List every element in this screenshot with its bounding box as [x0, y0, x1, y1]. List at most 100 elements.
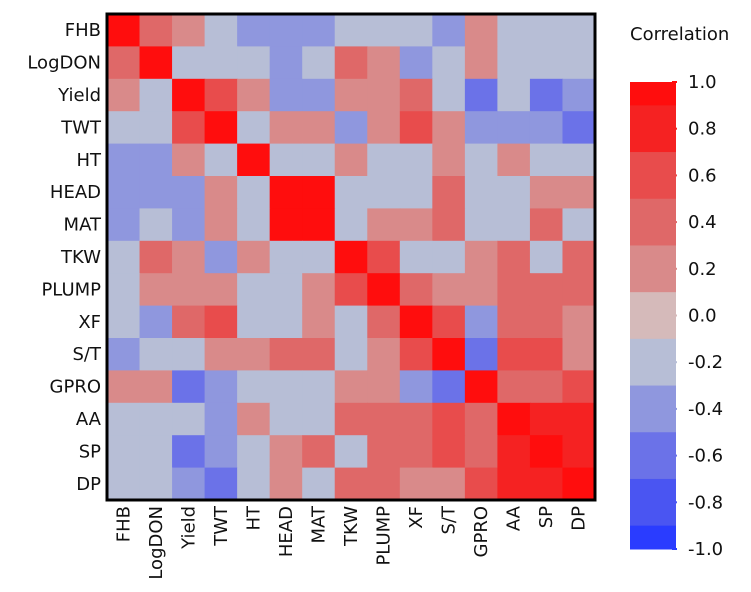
heatmap-cell-LogDON-HT [237, 46, 271, 80]
heatmap-cell-FHB-FHB [107, 14, 141, 47]
heatmap-cell-XF-XF [399, 305, 433, 339]
heatmap-cell-PLUMP-XF [399, 273, 433, 307]
heatmap-cell-SP-GPRO [464, 435, 498, 469]
colorbar-segment [630, 245, 676, 293]
heatmap-cell-MAT-AA [497, 208, 531, 242]
heatmap-cell-GPRO-TWT [204, 370, 238, 404]
heatmap-cells [107, 14, 596, 501]
heatmap-cell-AA-PLUMP [367, 402, 401, 436]
heatmap-cell-FHB-MAT [302, 14, 336, 47]
heatmap-cell-HEAD-MAT [302, 176, 336, 209]
heatmap-cell-HEAD-HEAD [269, 176, 303, 209]
heatmap-cell-XF-DP [562, 305, 596, 339]
heatmap-cell-GPRO-MAT [302, 370, 336, 404]
heatmap-cell-MAT-DP [562, 208, 596, 242]
heatmap-cell-AA-LogDON [139, 402, 173, 436]
heatmap-cell-GPRO-HEAD [269, 370, 303, 404]
y-tick-label: MAT [64, 215, 102, 236]
heatmap-cell-SP-LogDON [139, 435, 173, 469]
plot-frame [105, 12, 597, 502]
y-axis-tick-labels: FHB LogDON Yield TWT HT HEAD MAT TKW PLUMP XF S/T G… [27, 20, 102, 495]
heatmap-cell-PLUMP-FHB [107, 273, 141, 307]
heatmap-cell-PLUMP-TWT [204, 273, 238, 307]
heatmap-cell-TKW-HEAD [269, 240, 303, 274]
heatmap-cell-FHB-AA [497, 14, 531, 47]
heatmap-cell-GPRO-TKW [334, 370, 368, 404]
heatmap-cell-S/T-MAT [302, 338, 336, 371]
heatmap-cell-HEAD-TKW [334, 176, 368, 209]
heatmap-cell-TWT-LogDON [139, 111, 173, 145]
colorbar-segment [630, 525, 676, 550]
heatmap-cell-HT-PLUMP [367, 143, 401, 177]
heatmap-cell-MAT-HEAD [269, 208, 303, 242]
y-tick-label: FHB [65, 20, 101, 41]
heatmap-cell-MAT-S/T [432, 208, 466, 242]
heatmap-cell-SP-DP [562, 435, 596, 469]
heatmap-cell-Yield-DP [562, 78, 596, 112]
colorbar-segment [630, 338, 676, 387]
heatmap-cell-TKW-HT [237, 240, 271, 274]
heatmap-cell-AA-DP [562, 402, 596, 436]
heatmap-cell-GPRO-HT [237, 370, 271, 404]
x-tick-label: XF [406, 506, 427, 529]
heatmap-cell-DP-GPRO [464, 467, 498, 501]
heatmap-cell-SP-TKW [334, 435, 368, 469]
heatmap-cell-SP-AA [497, 435, 531, 469]
heatmap-cell-XF-SP [529, 305, 564, 339]
heatmap-cell-HEAD-HT [237, 176, 271, 209]
heatmap-cell-TKW-GPRO [464, 240, 498, 274]
x-tick-label: LogDON [146, 506, 167, 580]
heatmap-cell-LogDON-XF [399, 46, 433, 80]
heatmap-cell-Yield-TWT [204, 78, 238, 112]
heatmap-cell-AA-XF [399, 402, 433, 436]
colorbar-tick-label: -0.8 [688, 492, 723, 513]
heatmap-cell-Yield-AA [497, 78, 531, 112]
heatmap-cell-HEAD-S/T [432, 176, 466, 209]
heatmap-cell-TWT-TWT [204, 111, 238, 145]
heatmap-cell-SP-XF [399, 435, 433, 469]
colorbar-tick-label: -0.4 [688, 399, 723, 420]
heatmap-cell-LogDON-GPRO [464, 46, 498, 80]
heatmap-cell-SP-FHB [107, 435, 141, 469]
heatmap-cell-S/T-Yield [172, 338, 206, 371]
heatmap-cell-GPRO-GPRO [464, 370, 498, 404]
x-tick-label: FHB [113, 506, 134, 542]
y-tick-label: HEAD [50, 182, 101, 203]
heatmap-cell-Yield-Yield [172, 78, 206, 112]
heatmap-cell-GPRO-FHB [107, 370, 141, 404]
heatmap-cell-HEAD-DP [562, 176, 596, 209]
heatmap-cell-HT-HEAD [269, 143, 303, 177]
heatmap-cell-TWT-TKW [334, 111, 368, 145]
heatmap-cell-AA-GPRO [464, 402, 498, 436]
heatmap-cell-FHB-TKW [334, 14, 368, 47]
heatmap-cell-TKW-FHB [107, 240, 141, 274]
heatmap-cell-TWT-PLUMP [367, 111, 401, 145]
heatmap-cell-MAT-Yield [172, 208, 206, 242]
y-tick-label: LogDON [27, 53, 101, 74]
heatmap-cell-S/T-HEAD [269, 338, 303, 371]
heatmap-cell-Yield-MAT [302, 78, 336, 112]
x-tick-label: DP [569, 506, 590, 531]
heatmap-cell-PLUMP-SP [529, 273, 564, 307]
heatmap-cell-DP-XF [399, 467, 433, 501]
heatmap-cell-DP-TWT [204, 467, 238, 501]
heatmap-cell-DP-FHB [107, 467, 141, 501]
heatmap-cell-GPRO-SP [529, 370, 564, 404]
heatmap-cell-FHB-HT [237, 14, 271, 47]
colorbar-tick-label: 0.2 [688, 259, 717, 280]
heatmap-cell-DP-PLUMP [367, 467, 401, 501]
heatmap-cell-LogDON-LogDON [139, 46, 173, 80]
heatmap-cell-XF-GPRO [464, 305, 498, 339]
y-tick-label: Yield [57, 85, 101, 106]
y-tick-label: AA [76, 409, 102, 430]
heatmap-cell-TWT-S/T [432, 111, 466, 145]
heatmap-cell-DP-DP [562, 467, 596, 501]
heatmap-cell-PLUMP-LogDON [139, 273, 173, 307]
heatmap-cell-SP-PLUMP [367, 435, 401, 469]
colorbar-segment [630, 152, 676, 200]
x-tick-label: PLUMP [374, 506, 395, 566]
heatmap-cell-SP-Yield [172, 435, 206, 469]
colorbar-segment [630, 432, 676, 480]
heatmap-cell-SP-S/T [432, 435, 466, 469]
heatmap-cell-XF-HEAD [269, 305, 303, 339]
